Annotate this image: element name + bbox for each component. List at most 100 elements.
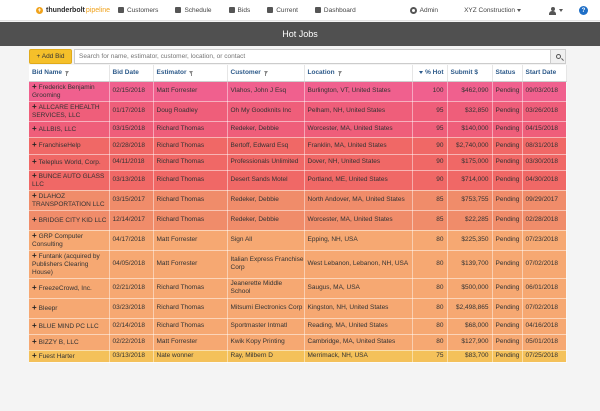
filter-icon[interactable] <box>189 71 194 77</box>
customer-cell: Redeker, Debbie <box>227 190 305 211</box>
bid-name[interactable]: BLUE MIND PC LLC <box>38 322 99 330</box>
add-bid-button[interactable]: + Add Bid <box>29 49 72 64</box>
expand-icon[interactable]: + <box>32 170 37 180</box>
table-row[interactable]: + Teleplus World, Corp. 04/11/2018 Richard … <box>29 154 567 171</box>
status-cell: Pending <box>492 318 523 335</box>
admin-link[interactable]: Admin <box>409 7 439 14</box>
customer-cell: Jeanerette Middle School <box>227 278 305 299</box>
location-cell: Worcester, MA, United States <box>304 121 413 138</box>
nav-dashboard[interactable]: Dashboard <box>314 7 356 14</box>
expand-icon[interactable]: + <box>32 336 37 346</box>
expand-icon[interactable]: + <box>32 230 37 240</box>
status-cell: Pending <box>492 170 523 191</box>
expand-icon[interactable]: + <box>32 320 37 330</box>
col-label: Start Date <box>525 69 557 77</box>
company-dropdown[interactable]: XYZ Construction <box>464 7 521 14</box>
bid-name[interactable]: BRIDGE CITY KID LLC <box>38 216 107 224</box>
status-cell: Pending <box>492 250 523 279</box>
table-row[interactable]: + Bleepr 03/23/2018 Richard Thomas Mitsumi E… <box>29 298 567 319</box>
bid-name[interactable]: Bleepr <box>38 304 58 312</box>
col-submit[interactable]: Submit $ <box>447 65 493 82</box>
table-row[interactable]: + Funtank (acquired by Publishers Clearin… <box>29 250 567 279</box>
bid-date-cell: 02/28/2018 <box>109 137 154 155</box>
expand-icon[interactable]: + <box>32 282 37 292</box>
table-row[interactable]: + FreezeCrowd, Inc. 02/21/2018 Richard Thom… <box>29 278 567 299</box>
expand-icon[interactable]: + <box>32 250 37 260</box>
bid-name[interactable]: BIZZY B, LLC <box>38 338 79 346</box>
estimator-cell: Doug Roadley <box>153 101 228 122</box>
search-input[interactable] <box>74 49 551 64</box>
help-icon[interactable]: ? <box>579 6 588 15</box>
bid-date-cell: 04/11/2018 <box>109 154 154 171</box>
table-row[interactable]: + GRP Computer Consulting 04/17/2018 Matt F… <box>29 230 567 251</box>
table-row[interactable]: + FranchiseHelp 02/28/2018 Richard Thomas Be… <box>29 137 567 155</box>
submit-cell: $83,700 <box>447 350 493 363</box>
col-estimator[interactable]: Estimator <box>153 65 228 82</box>
search-button[interactable] <box>551 49 566 64</box>
expand-icon[interactable]: + <box>32 350 37 360</box>
table-row[interactable]: + BLUE MIND PC LLC 02/14/2018 Richard Thoma… <box>29 318 567 335</box>
bid-name[interactable]: Fuest Harter <box>38 352 75 360</box>
bid-date-cell: 04/17/2018 <box>109 230 154 251</box>
bid-name[interactable]: Frederick Benjamin Grooming <box>32 83 95 99</box>
bid-name[interactable]: DLAHOZ TRANSPORTATION LLC <box>32 192 105 208</box>
col-customer[interactable]: Customer <box>227 65 305 82</box>
hot-cell: 80 <box>412 298 448 319</box>
table-row[interactable]: + ALLCARE EHEALTH SERVICES, LLC 01/17/2018… <box>29 101 567 122</box>
table-row[interactable]: + DLAHOZ TRANSPORTATION LLC 03/15/2017 Rich… <box>29 190 567 211</box>
bid-name[interactable]: Funtank (acquired by Publishers Clearing… <box>32 252 100 276</box>
table-row[interactable]: + ALLBIS, LLC 03/15/2018 Richard Thomas Rede… <box>29 121 567 138</box>
status-cell: Pending <box>492 190 523 211</box>
table-row[interactable]: + BRIDGE CITY KID LLC 12/14/2017 Richard Th… <box>29 210 567 231</box>
bid-date-cell: 03/23/2018 <box>109 298 154 319</box>
estimator-cell: Matt Forrester <box>153 230 228 251</box>
bid-name[interactable]: GRP Computer Consulting <box>32 232 83 248</box>
admin-label: Admin <box>419 7 439 14</box>
col-location[interactable]: Location <box>304 65 413 82</box>
bid-name[interactable]: Teleplus World, Corp. <box>38 158 101 166</box>
bid-name[interactable]: FreezeCrowd, Inc. <box>38 284 92 292</box>
filter-icon[interactable] <box>263 71 268 77</box>
bid-name[interactable]: ALLCARE EHEALTH SERVICES, LLC <box>32 103 100 119</box>
expand-icon[interactable]: + <box>32 101 37 111</box>
nav-schedule[interactable]: Schedule <box>175 7 212 14</box>
nav-customers[interactable]: Customers <box>118 7 158 14</box>
table-row[interactable]: + Fuest Harter 03/13/2018 Nate wonner Ray, M… <box>29 350 567 363</box>
table-row[interactable]: + BIZZY B, LLC 02/22/2018 Matt Forrester Kwi… <box>29 334 567 351</box>
bid-date-cell: 02/21/2018 <box>109 278 154 299</box>
status-cell: Pending <box>492 298 523 319</box>
location-cell: Pelham, NH, United States <box>304 101 413 122</box>
location-cell: Kingston, NH, United States <box>304 298 413 319</box>
bid-name[interactable]: ALLBIS, LLC <box>38 125 77 133</box>
customer-cell: Professionals Unlimited <box>227 154 305 171</box>
nav-current[interactable]: Current <box>267 7 298 14</box>
expand-icon[interactable]: + <box>32 190 37 200</box>
start-date-cell: 02/28/2018 <box>522 210 567 231</box>
filter-icon[interactable] <box>337 71 342 77</box>
table-row[interactable]: + BUNCE AUTO GLASS LLC 03/13/2018 Richard T… <box>29 170 567 191</box>
start-date-cell: 04/15/2018 <box>522 121 567 138</box>
bid-date-cell: 12/14/2017 <box>109 210 154 231</box>
expand-icon[interactable]: + <box>32 123 37 133</box>
expand-icon[interactable]: + <box>32 214 37 224</box>
nav-bids[interactable]: Bids <box>228 7 250 14</box>
col-bid-date[interactable]: Bid Date <box>109 65 154 82</box>
expand-icon[interactable]: + <box>32 140 37 149</box>
start-date-cell: 04/16/2018 <box>522 318 567 335</box>
expand-icon[interactable]: + <box>32 302 37 312</box>
col-hot[interactable]: % Hot <box>412 65 448 82</box>
brand-logo[interactable]: thunderbolt pipeline <box>36 6 116 14</box>
col-start-date[interactable]: Start Date <box>522 65 567 82</box>
bid-name[interactable]: BUNCE AUTO GLASS LLC <box>32 172 105 188</box>
bid-name-cell: + ALLBIS, LLC <box>29 121 110 138</box>
col-bid-name[interactable]: Bid Name <box>29 65 110 82</box>
expand-icon[interactable]: + <box>32 81 37 91</box>
col-status[interactable]: Status <box>492 65 523 82</box>
user-menu[interactable] <box>549 6 563 15</box>
hot-cell: 90 <box>412 170 448 191</box>
expand-icon[interactable]: + <box>32 156 37 166</box>
bid-name-cell: + ALLCARE EHEALTH SERVICES, LLC <box>29 101 110 122</box>
table-row[interactable]: + Frederick Benjamin Grooming 02/15/2018 Ma… <box>29 81 567 102</box>
bid-name[interactable]: FranchiseHelp <box>38 142 81 149</box>
filter-icon[interactable] <box>64 71 69 77</box>
